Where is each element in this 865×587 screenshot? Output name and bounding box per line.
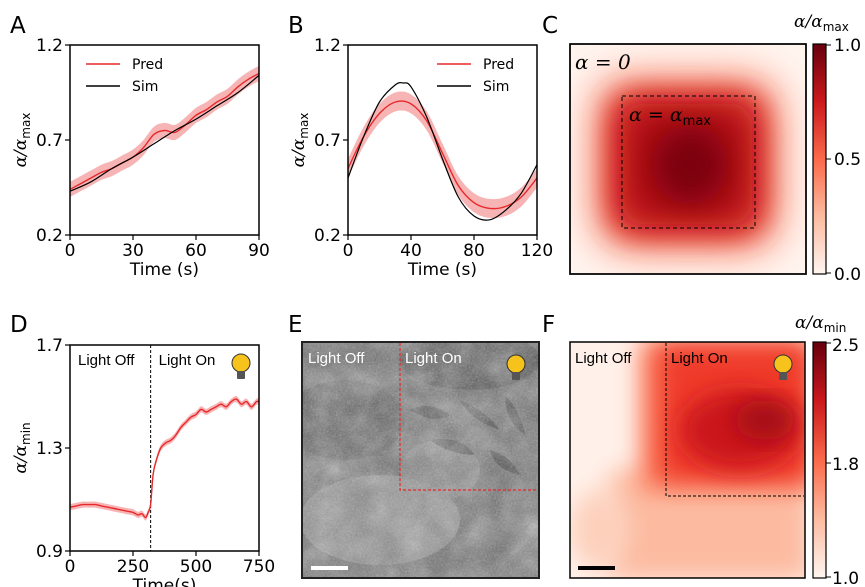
series-band <box>70 395 259 521</box>
label-light-on-d: Light On <box>159 352 216 369</box>
region-box-c <box>621 95 756 229</box>
x-tick-label: 0 <box>65 241 76 261</box>
x-tick-label: 120 <box>521 241 553 261</box>
y-axis-label: α/αmax <box>289 113 311 168</box>
colorbar-c-tick: 1.0 <box>834 36 861 56</box>
y-tick-label: 0.2 <box>314 226 341 246</box>
x-tick-label: 40 <box>400 241 422 261</box>
x-tick-label: 750 <box>243 557 275 577</box>
panel-label-d: D <box>10 312 28 338</box>
legend-label: Pred <box>132 57 163 73</box>
lightbulb-icon <box>506 354 526 380</box>
x-tick-label: 500 <box>180 557 212 577</box>
heatmap-c: α = 0 α = αmax <box>569 43 807 275</box>
x-axis-label: Time (s) <box>129 260 199 280</box>
x-tick-label: 250 <box>117 557 149 577</box>
x-tick-label: 80 <box>463 241 485 261</box>
panel-label-a: A <box>10 13 26 39</box>
y-tick-label: 1.3 <box>36 439 63 459</box>
plot-d: 0 250 500 750 0.9 1.3 1.7 Time(s) α/αmin Light Of… <box>11 336 275 587</box>
plot-b: 0 40 80 120 0.2 0.7 1.2 Time (s) α/αmax Pred Sim <box>289 36 553 280</box>
y-tick-label: 1.2 <box>36 36 63 56</box>
y-tick-label: 0.2 <box>36 226 63 246</box>
plot-frame <box>347 44 538 236</box>
lightbulb-icon <box>231 353 251 379</box>
x-axis-label: Time(s) <box>132 576 197 587</box>
series-line <box>69 72 260 191</box>
series-line <box>347 82 538 221</box>
scale-bar-e <box>311 566 348 570</box>
y-axis-label: α/αmin <box>11 422 33 473</box>
annotation-alpha-max: α = αmax <box>629 104 711 129</box>
plot-frame <box>69 344 260 552</box>
colorbar-f-tick: 2.5 <box>832 336 859 356</box>
light-region-f <box>665 343 804 497</box>
colorbar-f-label: α/αmin <box>795 313 846 335</box>
colorbar-f: 2.5 1.8 1.0 α/αmin <box>795 313 859 587</box>
annotation-alpha-zero: α = 0 <box>575 50 631 74</box>
panel-label-e: E <box>288 312 303 338</box>
label-light-off-f: Light Off <box>575 350 632 367</box>
x-tick-label: 0 <box>343 241 354 261</box>
y-tick-label: 0.7 <box>314 131 341 151</box>
y-tick-label: 0.9 <box>36 542 63 562</box>
lightbulb-icon <box>773 354 793 380</box>
image-e: Light Off Light On <box>301 341 540 579</box>
scale-bar-f <box>578 566 615 570</box>
series-line <box>347 100 538 210</box>
x-tick-label: 0 <box>65 557 76 577</box>
y-tick-label: 0.7 <box>36 131 63 151</box>
label-light-off-d: Light Off <box>78 352 135 369</box>
x-tick-label: 90 <box>248 241 270 261</box>
label-light-on-f: Light On <box>671 350 728 367</box>
panel-label-f: F <box>542 312 555 338</box>
colorbar-f-tick: 1.0 <box>832 569 859 587</box>
y-axis-label: α/αmax <box>11 113 33 168</box>
light-region-e <box>399 343 538 491</box>
plot-frame <box>69 44 260 236</box>
colorbar-c-tick: 0.5 <box>834 150 861 170</box>
x-tick-label: 60 <box>185 241 207 261</box>
colorbar-c-label: α/αmax <box>794 12 849 34</box>
legend-label: Pred <box>483 57 514 73</box>
label-light-off-e: Light Off <box>308 350 365 367</box>
colorbar-c: 1.0 0.5 0.0 α/αmax <box>794 12 861 285</box>
heatmap-f: Light Off Light On <box>569 341 806 579</box>
series-band <box>70 65 259 198</box>
panel-label-c: C <box>542 13 558 39</box>
x-tick-label: 30 <box>122 241 144 261</box>
label-light-on-e: Light On <box>405 350 462 367</box>
plot-a: 0 30 60 90 0.2 0.7 1.2 Time (s) α/αmax Pred Sim <box>11 36 270 280</box>
y-tick-label: 1.7 <box>36 336 63 356</box>
panel-label-b: B <box>288 13 304 39</box>
y-tick-label: 1.2 <box>314 36 341 56</box>
series-line <box>69 74 260 192</box>
legend-label: Sim <box>483 79 509 95</box>
colorbar-f-tick: 1.8 <box>832 455 859 475</box>
colorbar-c-tick: 0.0 <box>834 265 861 285</box>
series-line <box>69 398 260 519</box>
x-axis-label: Time (s) <box>407 260 477 280</box>
legend-label: Sim <box>132 79 158 95</box>
